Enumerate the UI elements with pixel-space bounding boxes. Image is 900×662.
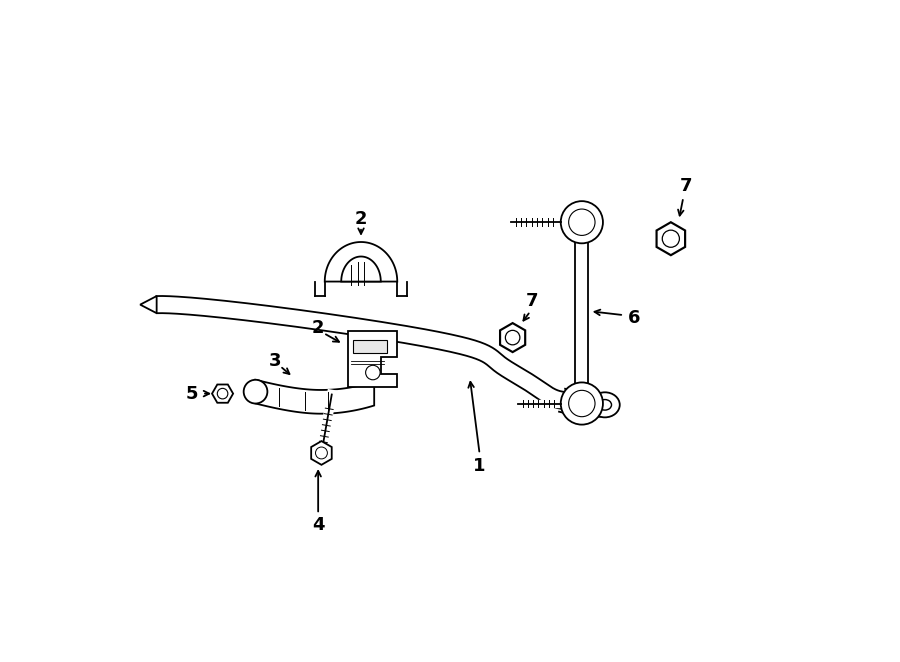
- Polygon shape: [157, 296, 563, 408]
- Circle shape: [569, 391, 595, 416]
- Text: 1: 1: [473, 457, 486, 475]
- Text: 7: 7: [526, 293, 539, 310]
- Ellipse shape: [590, 393, 620, 417]
- Polygon shape: [311, 441, 332, 465]
- Polygon shape: [325, 242, 397, 281]
- Circle shape: [506, 330, 520, 345]
- Circle shape: [569, 209, 595, 236]
- Circle shape: [244, 380, 267, 404]
- Text: 2: 2: [355, 210, 367, 228]
- Circle shape: [365, 365, 380, 380]
- Ellipse shape: [598, 400, 611, 410]
- Polygon shape: [559, 389, 600, 417]
- Text: 7: 7: [680, 177, 692, 195]
- Text: 5: 5: [185, 385, 198, 402]
- Polygon shape: [341, 256, 381, 281]
- Text: 6: 6: [628, 308, 641, 327]
- Text: 4: 4: [312, 516, 324, 534]
- Circle shape: [662, 230, 680, 248]
- Circle shape: [316, 447, 328, 459]
- Polygon shape: [657, 222, 685, 255]
- Circle shape: [561, 201, 603, 244]
- Text: 10: 10: [580, 402, 590, 408]
- Text: 2: 2: [312, 318, 324, 337]
- Circle shape: [561, 383, 603, 424]
- Polygon shape: [347, 331, 397, 387]
- Polygon shape: [256, 380, 374, 414]
- Text: 3: 3: [269, 352, 282, 369]
- Polygon shape: [140, 296, 157, 313]
- Polygon shape: [212, 385, 233, 402]
- Circle shape: [217, 389, 228, 399]
- Polygon shape: [353, 340, 387, 353]
- Polygon shape: [500, 323, 526, 352]
